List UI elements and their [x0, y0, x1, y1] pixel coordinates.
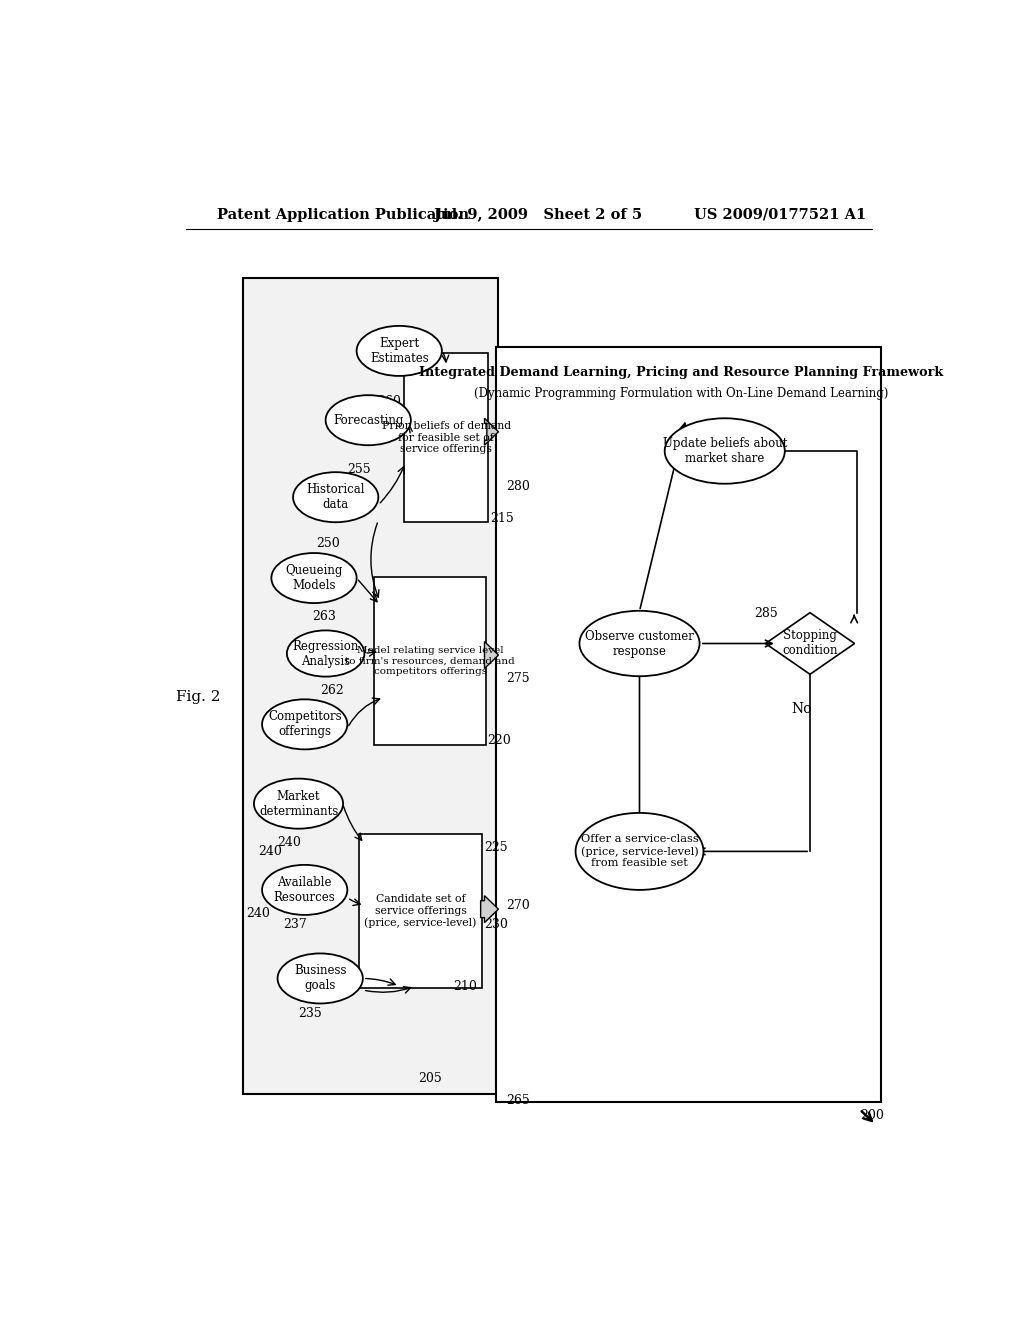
Ellipse shape	[326, 395, 411, 445]
Text: Queueing
Models: Queueing Models	[286, 564, 343, 593]
Text: 237: 237	[283, 919, 307, 932]
Text: 275: 275	[506, 672, 529, 685]
Text: Forecasting: Forecasting	[333, 413, 403, 426]
Text: 210: 210	[454, 979, 477, 993]
Text: US 2009/0177521 A1: US 2009/0177521 A1	[693, 207, 866, 222]
Ellipse shape	[287, 631, 365, 677]
Polygon shape	[484, 642, 499, 668]
Text: 280: 280	[506, 479, 530, 492]
Text: 260: 260	[378, 395, 401, 408]
Text: Update beliefs about
market share: Update beliefs about market share	[663, 437, 786, 465]
Ellipse shape	[580, 611, 699, 676]
FancyBboxPatch shape	[375, 577, 486, 744]
Ellipse shape	[262, 865, 347, 915]
Text: 240: 240	[278, 836, 301, 849]
Text: Jul. 9, 2009   Sheet 2 of 5: Jul. 9, 2009 Sheet 2 of 5	[434, 207, 642, 222]
Polygon shape	[484, 418, 499, 445]
Polygon shape	[480, 896, 499, 923]
Text: Regression
Analysis: Regression Analysis	[293, 639, 358, 668]
Text: 220: 220	[486, 734, 511, 747]
Text: 255: 255	[347, 462, 371, 475]
Ellipse shape	[254, 779, 343, 829]
Text: 263: 263	[312, 610, 336, 623]
Ellipse shape	[262, 700, 347, 750]
Text: Observe customer
response: Observe customer response	[585, 630, 694, 657]
FancyBboxPatch shape	[359, 834, 482, 987]
Ellipse shape	[278, 953, 362, 1003]
Text: 265: 265	[506, 1094, 530, 1107]
Text: Expert
Estimates: Expert Estimates	[370, 337, 429, 364]
Text: 270: 270	[506, 899, 530, 912]
Text: Integrated Demand Learning, Pricing and Resource Planning Framework: Integrated Demand Learning, Pricing and …	[419, 366, 943, 379]
Text: 215: 215	[489, 512, 514, 525]
Text: 285: 285	[755, 607, 778, 620]
Ellipse shape	[356, 326, 442, 376]
Text: 230: 230	[484, 919, 508, 932]
Text: 262: 262	[321, 684, 344, 697]
FancyBboxPatch shape	[403, 354, 488, 521]
Text: 235: 235	[298, 1007, 322, 1020]
Text: No: No	[792, 702, 812, 715]
Text: Prior beliefs of demand
for feasible set of
service offerings: Prior beliefs of demand for feasible set…	[382, 421, 511, 454]
Text: Stopping
condition: Stopping condition	[782, 630, 838, 657]
Ellipse shape	[665, 418, 784, 483]
Text: 200: 200	[860, 1109, 885, 1122]
Text: 240: 240	[246, 907, 269, 920]
Ellipse shape	[575, 813, 703, 890]
Text: Offer a service-class
(price, service-level)
from feasible set: Offer a service-class (price, service-le…	[581, 834, 698, 869]
Text: Market
determinants: Market determinants	[259, 789, 338, 817]
Text: Competitors
offerings: Competitors offerings	[268, 710, 342, 738]
Text: Candidate set of
service offerings
(price, service-level): Candidate set of service offerings (pric…	[365, 894, 477, 928]
Ellipse shape	[293, 473, 378, 523]
Text: Business
goals: Business goals	[294, 965, 346, 993]
Text: Patent Application Publication: Patent Application Publication	[217, 207, 469, 222]
Ellipse shape	[271, 553, 356, 603]
Text: 240: 240	[258, 845, 282, 858]
Text: 250: 250	[316, 537, 340, 550]
Text: 205: 205	[419, 1072, 442, 1085]
Text: Historical
data: Historical data	[306, 483, 365, 511]
FancyBboxPatch shape	[496, 347, 882, 1102]
Text: Available
Resources: Available Resources	[273, 876, 336, 904]
FancyBboxPatch shape	[243, 277, 499, 1094]
Polygon shape	[765, 612, 855, 675]
Text: 225: 225	[484, 841, 508, 854]
Text: Model relating service level
to firm's resources, demand and
competitors offerin: Model relating service level to firm's r…	[345, 645, 515, 676]
Text: (Dynamic Programming Formulation with On-Line Demand Learning): (Dynamic Programming Formulation with On…	[474, 387, 889, 400]
Text: Fig. 2: Fig. 2	[176, 690, 220, 705]
